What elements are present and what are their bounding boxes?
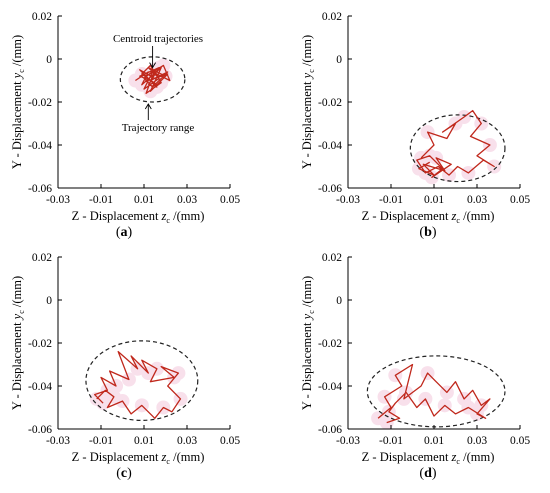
arrow-head-icon bbox=[149, 62, 156, 69]
y-tick-label: -0.04 bbox=[318, 381, 342, 393]
centroid-trajectory-line bbox=[377, 363, 491, 424]
x-tick-label: 0.05 bbox=[510, 435, 530, 447]
x-tick-label: 0.01 bbox=[424, 194, 444, 206]
x-tick-label: 0.03 bbox=[177, 194, 197, 206]
y-tick-label: -0.06 bbox=[318, 183, 342, 195]
x-tick-label: 0.03 bbox=[467, 435, 487, 447]
trajectory-highlight bbox=[89, 361, 188, 415]
y-tick-label: -0.06 bbox=[28, 424, 52, 436]
panel-label: (b) bbox=[419, 225, 436, 240]
y-tick-label: -0.02 bbox=[28, 338, 52, 350]
trajectory-range-ellipse bbox=[85, 340, 199, 422]
x-tick-label: -0.01 bbox=[89, 194, 113, 206]
chart-panel-b: -0.03 -0.01 0.01 0.03 0.05 0.02 0 -0.02 -0.04 -0.… bbox=[300, 11, 530, 240]
trajectory-range-ellipse bbox=[366, 355, 506, 428]
x-tick-label: 0.05 bbox=[220, 435, 240, 447]
chart-panel-d: -0.03 -0.01 0.01 0.03 0.05 0.02 0 -0.02 -0.04 -0.… bbox=[300, 252, 530, 481]
x-tick-label: 0.03 bbox=[177, 435, 197, 447]
chart-panel-c: -0.03 -0.01 0.01 0.03 0.05 0.02 0 -0.02 -0.04 -0.… bbox=[10, 252, 240, 481]
x-axis-label: Z - Displacement zc /(mm) bbox=[72, 209, 205, 225]
trajectory-range-ellipse bbox=[409, 114, 506, 183]
centroid-trajectory-line bbox=[93, 350, 182, 419]
y-tick-label: -0.04 bbox=[28, 140, 52, 152]
y-tick-label: -0.06 bbox=[318, 424, 342, 436]
y-tick-label: 0 bbox=[336, 54, 342, 66]
x-tick-label: 0.05 bbox=[510, 194, 530, 206]
y-axis-label: Y - Displacement yc /(mm) bbox=[300, 35, 316, 169]
x-tick-label: -0.01 bbox=[379, 435, 403, 447]
y-tick-label: -0.04 bbox=[28, 381, 52, 393]
x-tick-label: 0.05 bbox=[220, 194, 240, 206]
y-tick-label: 0.02 bbox=[32, 11, 52, 23]
y-tick-label: 0 bbox=[46, 54, 52, 66]
x-tick-label: 0.01 bbox=[134, 194, 154, 206]
x-axis-label: Z - Displacement zc /(mm) bbox=[72, 450, 205, 466]
x-axis-label: Z - Displacement zc /(mm) bbox=[362, 450, 495, 466]
x-tick-label: -0.03 bbox=[46, 435, 70, 447]
y-tick-label: 0.02 bbox=[32, 252, 52, 264]
x-tick-label: -0.03 bbox=[336, 435, 360, 447]
centroid-trajectory-line bbox=[135, 64, 171, 95]
y-tick-label: 0.02 bbox=[322, 252, 342, 264]
y-tick-label: 0 bbox=[46, 295, 52, 307]
y-axis-label: Y - Displacement yc /(mm) bbox=[10, 35, 26, 169]
y-tick-label: 0 bbox=[336, 295, 342, 307]
annotation-centroid-trajectories: Centroid trajectories bbox=[113, 33, 203, 45]
y-tick-label: -0.04 bbox=[318, 140, 342, 152]
annotation-trajectory-range: Trajectory range bbox=[122, 122, 195, 134]
y-axis-label: Y - Displacement yc /(mm) bbox=[300, 276, 316, 410]
y-tick-label: -0.06 bbox=[28, 183, 52, 195]
x-tick-label: -0.03 bbox=[46, 194, 70, 206]
x-tick-label: 0.03 bbox=[467, 194, 487, 206]
x-tick-label: -0.01 bbox=[89, 435, 113, 447]
x-tick-label: 0.01 bbox=[424, 435, 444, 447]
y-tick-label: -0.02 bbox=[318, 97, 342, 109]
x-tick-label: 0.01 bbox=[134, 435, 154, 447]
y-axis-label: Y - Displacement yc /(mm) bbox=[10, 276, 26, 410]
x-axis-label: Z - Displacement zc /(mm) bbox=[362, 209, 495, 225]
panel-label: (c) bbox=[116, 466, 132, 481]
y-tick-label: -0.02 bbox=[318, 338, 342, 350]
x-tick-label: -0.01 bbox=[379, 194, 403, 206]
y-tick-label: -0.02 bbox=[28, 97, 52, 109]
panel-label: (d) bbox=[419, 466, 436, 481]
chart-panel-a: -0.03 -0.01 0.01 0.03 0.05 0.02 0 -0.02 -0.04 -0.… bbox=[10, 11, 240, 240]
arrow-head-icon bbox=[144, 103, 152, 110]
x-tick-label: -0.03 bbox=[336, 194, 360, 206]
panel-label: (a) bbox=[116, 225, 133, 240]
centroid-trajectory-line bbox=[416, 109, 495, 178]
y-tick-label: 0.02 bbox=[322, 11, 342, 23]
